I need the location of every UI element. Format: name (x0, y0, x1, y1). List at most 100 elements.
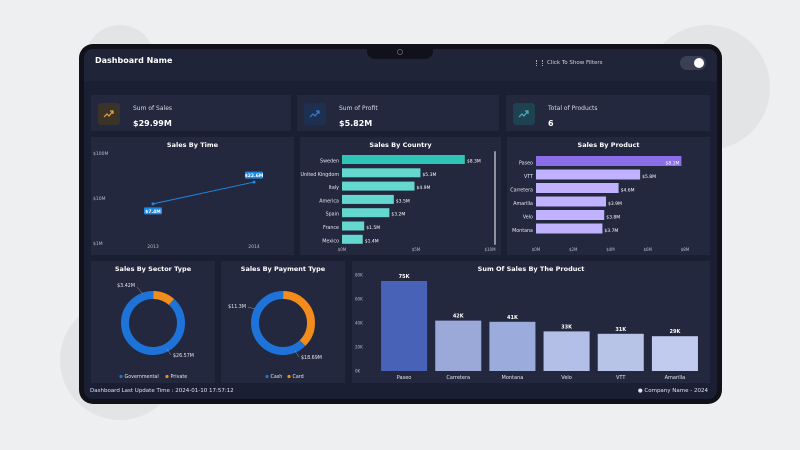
y-tick-label: 0K (355, 369, 361, 374)
data-label: 41K (507, 315, 519, 321)
legend-label: Governmental (125, 374, 159, 380)
camera-icon (397, 49, 403, 55)
data-label: 75K (399, 274, 411, 280)
leader-line (294, 350, 300, 358)
x-tick-label: $0M (532, 247, 541, 252)
bar (536, 196, 607, 207)
sales-by-time-chart: $100M $10M $1M 2013 2014 $7.4M $22.6M (93, 151, 264, 250)
category-label: VTT (616, 375, 626, 381)
bar (381, 281, 428, 371)
trend-up-icon (304, 103, 326, 125)
kpi-card-profit: Sum of Profit $5.82M (297, 95, 499, 131)
category-label: United Kingdom (300, 172, 339, 178)
x-tick-label: 2014 (248, 244, 260, 250)
sales-by-country-chart: Sweden $8.3M United Kingdom $5.3M Italy $4.9M… (300, 155, 496, 252)
kpi-card-products: Total of Products 6 (506, 95, 710, 131)
y-tick-label: 80K (355, 273, 363, 278)
y-tick-label: 20K (355, 345, 363, 350)
sales-by-time-panel: Sales By Time $100M $10M $1M 2013 2014 $7.4M $… (91, 137, 294, 255)
category-label: Paseo (397, 375, 412, 381)
data-label-box (144, 207, 162, 215)
bar (651, 336, 698, 371)
donut-slice (251, 291, 315, 355)
series-line (152, 181, 255, 205)
data-label: $5.3M (422, 172, 436, 178)
kpi-label: Total of Products (548, 105, 598, 112)
trend-up-icon (513, 103, 535, 125)
category-label: America (319, 198, 339, 204)
data-label: $3.9M (608, 201, 622, 207)
x-tick-label: $2M (569, 247, 578, 252)
legend-label: Cash (271, 374, 283, 380)
x-tick-label: $6M (643, 247, 652, 252)
data-label: $7.4M (145, 209, 161, 215)
bar (342, 221, 365, 231)
data-label: 33K (561, 324, 573, 330)
data-label: $8.1M (666, 161, 680, 167)
data-label: $3.7M (604, 228, 618, 234)
donut-slice (121, 291, 185, 355)
bar (597, 333, 644, 371)
copyright-icon: ● (637, 388, 645, 394)
category-label: Italy (329, 185, 340, 191)
kpi-label: Sum of Profit (339, 105, 378, 112)
kpi-value: $29.99M (133, 119, 172, 128)
kpi-value: 6 (548, 119, 554, 128)
sales-by-sector-panel: Sales By Sector Type $26.57M $3.42M Govern… (91, 261, 215, 383)
data-label: 29K (669, 329, 681, 335)
bar (342, 194, 394, 204)
kpi-card-sales: Sum of Sales $29.99M (91, 95, 291, 131)
data-label: $11.3M (228, 304, 246, 310)
filters-toggle[interactable] (680, 56, 706, 70)
show-filters-label: Click To Show Filters (547, 60, 603, 66)
data-label: $8.3M (467, 159, 481, 165)
kpi-label: Sum of Sales (133, 105, 173, 112)
x-tick-label: $0M (338, 247, 347, 252)
data-label: $3.42M (117, 283, 135, 289)
data-point (151, 202, 155, 206)
data-label: $22.6M (245, 173, 264, 179)
category-label: Sweden (320, 159, 339, 165)
y-tick-label: 40K (355, 321, 363, 326)
legend-marker (165, 374, 169, 379)
bar (536, 223, 603, 234)
data-label: $1.4M (365, 238, 379, 244)
bar (536, 183, 619, 193)
y-tick-label: $100M (93, 151, 108, 157)
sum-of-sales-panel: Sum Of Sales By The Product 80K 60K 40K 20K… (352, 261, 710, 383)
chart-title: Sales By Time (166, 141, 219, 149)
scrollbar[interactable] (494, 151, 496, 245)
y-tick-label: $1M (93, 241, 103, 247)
category-label: Spain (326, 212, 339, 218)
data-label: $5.8M (642, 174, 656, 180)
show-filters-button[interactable]: Click To Show Filters (536, 60, 602, 66)
x-tick-label: $10M (484, 247, 496, 252)
bar (342, 181, 415, 191)
chart-title: Sales By Country (369, 141, 432, 149)
category-label: Amarilla (665, 375, 686, 381)
kpi-value: $5.82M (339, 119, 373, 128)
bar (536, 210, 605, 220)
data-label: $26.57M (173, 353, 194, 359)
bar (536, 156, 682, 166)
legend-marker (119, 374, 123, 379)
sales-by-country-panel: Sales By Country Sweden $8.3M United Kingd… (300, 137, 501, 255)
category-label: VTT (524, 174, 533, 180)
data-label: $1.5M (366, 225, 380, 231)
data-label: 31K (615, 327, 627, 333)
data-label: $3.8M (606, 215, 620, 221)
x-tick-label: 2013 (147, 244, 159, 250)
x-tick-label: $5M (412, 247, 421, 252)
legend-label: Card (293, 374, 304, 380)
bar (342, 208, 390, 218)
donut-slice (121, 291, 185, 355)
y-tick-label: 60K (355, 297, 363, 302)
data-label: $3.5M (396, 198, 410, 204)
chart-title: Sales By Payment Type (240, 265, 326, 273)
leader-line (247, 306, 256, 310)
dashboard-title: Dashboard Name (95, 56, 173, 65)
bar (342, 168, 421, 178)
x-tick-label: $4M (606, 247, 615, 252)
company-name: Company Name - 2024 (644, 388, 708, 394)
legend-marker (287, 374, 291, 379)
